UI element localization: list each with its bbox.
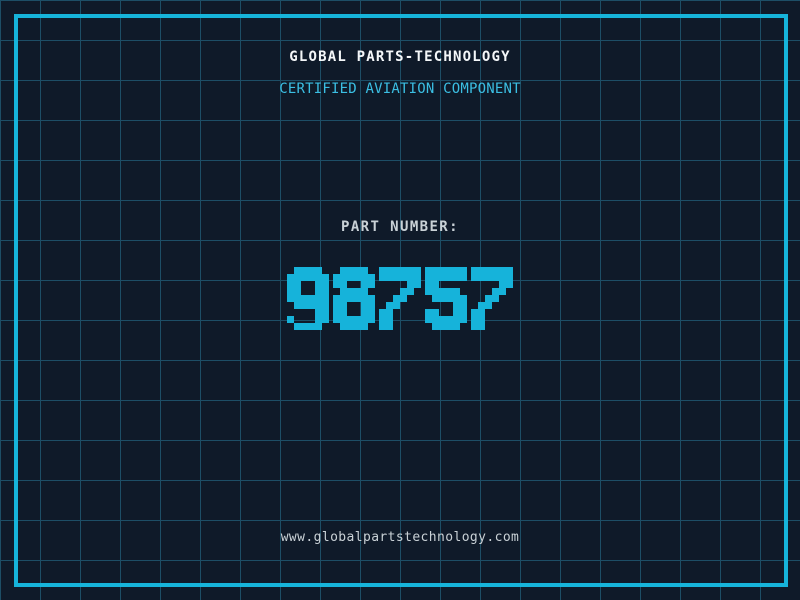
- part-number-digit: [287, 267, 329, 330]
- website-url: www.globalpartstechnology.com: [280, 530, 520, 545]
- part-number-digit: [333, 267, 375, 330]
- part-number-label: PART NUMBER:: [341, 219, 459, 235]
- certification-subtitle: CERTIFIED AVIATION COMPONENT: [279, 81, 521, 97]
- part-number-display: [0, 267, 800, 330]
- part-number-digit: [425, 267, 467, 330]
- part-number-digit: [471, 267, 513, 330]
- part-number-digit: [379, 267, 421, 330]
- company-title: GLOBAL PARTS-TECHNOLOGY: [289, 49, 511, 65]
